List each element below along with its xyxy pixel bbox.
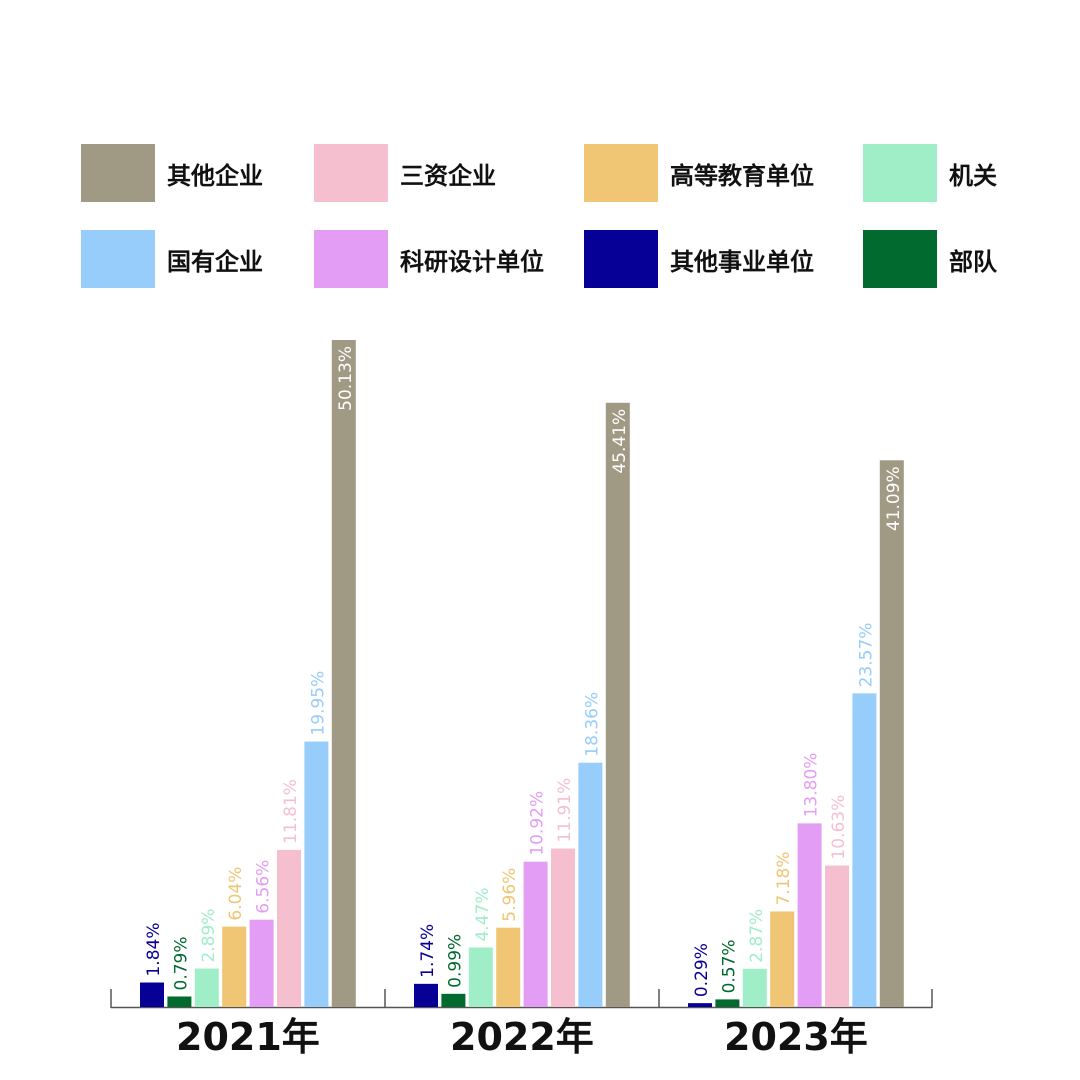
data-label: 50.13% <box>336 346 356 411</box>
data-label: 45.41% <box>610 409 630 474</box>
bar <box>688 1003 712 1007</box>
category-label: 2023年 <box>724 1015 868 1059</box>
bar <box>441 993 466 1007</box>
bar <box>331 340 356 1007</box>
data-label: 23.57% <box>856 623 876 688</box>
legend-label: 其他事业单位 <box>670 247 814 276</box>
legend-item-foreign-enterprise: 三资企业 <box>314 144 496 202</box>
bar <box>879 460 904 1007</box>
bar <box>852 693 877 1007</box>
data-label: 0.29% <box>692 943 712 997</box>
legend-item-state-enterprise: 国有企业 <box>81 230 263 288</box>
legend-label: 高等教育单位 <box>670 161 814 190</box>
legend-item-other-enterprise: 其他企业 <box>81 144 263 202</box>
data-label: 6.04% <box>226 867 246 921</box>
data-label: 0.79% <box>171 936 191 990</box>
bar <box>249 919 274 1007</box>
category-label: 2021年 <box>176 1015 320 1059</box>
data-label: 10.63% <box>829 795 849 860</box>
data-label: 19.95% <box>308 671 328 736</box>
bar <box>825 865 849 1007</box>
data-label: 7.18% <box>774 851 794 905</box>
legend-label: 科研设计单位 <box>400 247 544 276</box>
legend-swatch <box>584 230 658 288</box>
bar <box>742 968 767 1007</box>
bar <box>551 848 575 1007</box>
data-label: 5.96% <box>500 868 520 922</box>
bar <box>770 911 795 1007</box>
bar <box>523 861 548 1007</box>
bar <box>797 823 822 1007</box>
legend-swatch <box>863 144 937 202</box>
bar <box>715 999 740 1007</box>
data-label: 2.89% <box>199 909 219 963</box>
bar <box>277 849 301 1007</box>
legend-item-higher-education: 高等教育单位 <box>584 144 814 202</box>
bar <box>468 947 493 1007</box>
data-label: 41.09% <box>884 466 904 531</box>
data-label: 18.36% <box>582 692 602 757</box>
bar <box>194 968 219 1007</box>
data-label: 2.87% <box>747 909 767 963</box>
legend-item-research-unit: 科研设计单位 <box>314 230 544 288</box>
data-label: 0.99% <box>445 934 465 988</box>
legend-label: 部队 <box>949 247 997 276</box>
bar <box>304 741 329 1007</box>
legend-swatch <box>314 230 388 288</box>
legend-label: 其他企业 <box>167 161 263 190</box>
bar <box>496 927 521 1007</box>
legend-swatch <box>584 144 658 202</box>
data-label: 11.81% <box>281 779 301 844</box>
data-label: 10.92% <box>528 791 548 856</box>
legend-swatch <box>81 230 155 288</box>
data-label: 6.56% <box>254 860 274 914</box>
bar <box>605 402 630 1007</box>
bar <box>222 926 247 1007</box>
bar <box>414 983 438 1007</box>
legend-swatch <box>81 144 155 202</box>
data-label: 4.47% <box>473 888 493 942</box>
legend-item-other-public-unit: 其他事业单位 <box>584 230 814 288</box>
legend-item-government: 机关 <box>863 144 997 202</box>
legend-label: 机关 <box>949 161 997 190</box>
bar <box>578 762 603 1007</box>
legend-swatch <box>314 144 388 202</box>
data-label: 11.91% <box>555 778 575 843</box>
data-label: 1.74% <box>418 924 438 978</box>
category-label: 2022年 <box>450 1015 594 1059</box>
legend-item-military: 部队 <box>863 230 997 288</box>
legend-label: 国有企业 <box>167 247 263 276</box>
bar <box>140 982 164 1007</box>
bar <box>167 996 192 1007</box>
data-label: 13.80% <box>802 753 822 818</box>
legend-label: 三资企业 <box>400 161 496 190</box>
data-label: 1.84% <box>144 923 164 977</box>
legend-swatch <box>863 230 937 288</box>
data-label: 0.57% <box>719 939 739 993</box>
